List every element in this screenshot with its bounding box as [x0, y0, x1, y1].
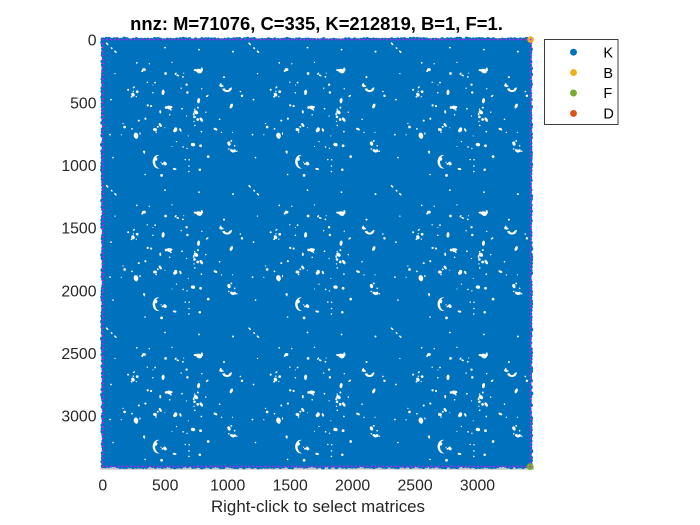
svg-text:F: F — [603, 86, 612, 102]
svg-text:1000: 1000 — [210, 478, 245, 495]
svg-text:1500: 1500 — [61, 221, 96, 238]
svg-text:0: 0 — [98, 478, 107, 495]
svg-text:D: D — [603, 107, 613, 123]
svg-text:2500: 2500 — [398, 478, 433, 495]
svg-text:3000: 3000 — [460, 478, 495, 495]
svg-text:nnz: M=71076, C=335, K=212819,: nnz: M=71076, C=335, K=212819, B=1, F=1. — [130, 13, 503, 34]
svg-text:Right-click to select matrices: Right-click to select matrices — [211, 497, 425, 516]
svg-text:2000: 2000 — [335, 478, 370, 495]
svg-text:3000: 3000 — [61, 409, 96, 426]
svg-text:500: 500 — [152, 478, 179, 495]
svg-text:1500: 1500 — [273, 478, 308, 495]
svg-text:1000: 1000 — [61, 158, 96, 175]
svg-text:B: B — [603, 66, 613, 82]
svg-text:2000: 2000 — [61, 283, 96, 300]
svg-text:0: 0 — [88, 33, 97, 50]
svg-text:2500: 2500 — [61, 346, 96, 363]
svg-text:K: K — [603, 45, 613, 61]
svg-text:500: 500 — [70, 95, 97, 112]
